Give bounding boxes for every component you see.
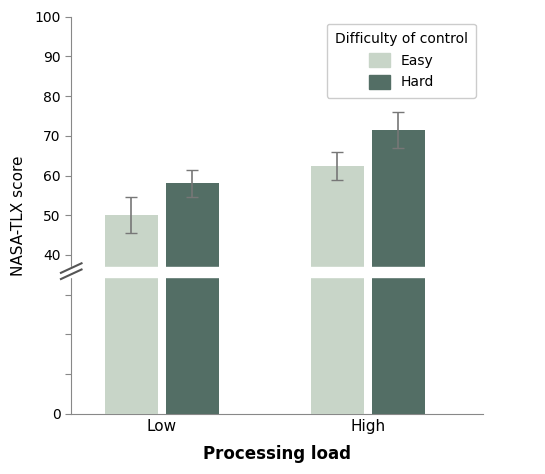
Bar — [311, 165, 364, 414]
Bar — [372, 130, 425, 414]
X-axis label: Processing load: Processing load — [203, 445, 351, 463]
Y-axis label: NASA-TLX score: NASA-TLX score — [11, 155, 26, 275]
Legend: Easy, Hard: Easy, Hard — [326, 24, 476, 98]
Bar — [166, 183, 219, 414]
Bar — [105, 215, 158, 414]
Bar — [22, 267, 532, 277]
